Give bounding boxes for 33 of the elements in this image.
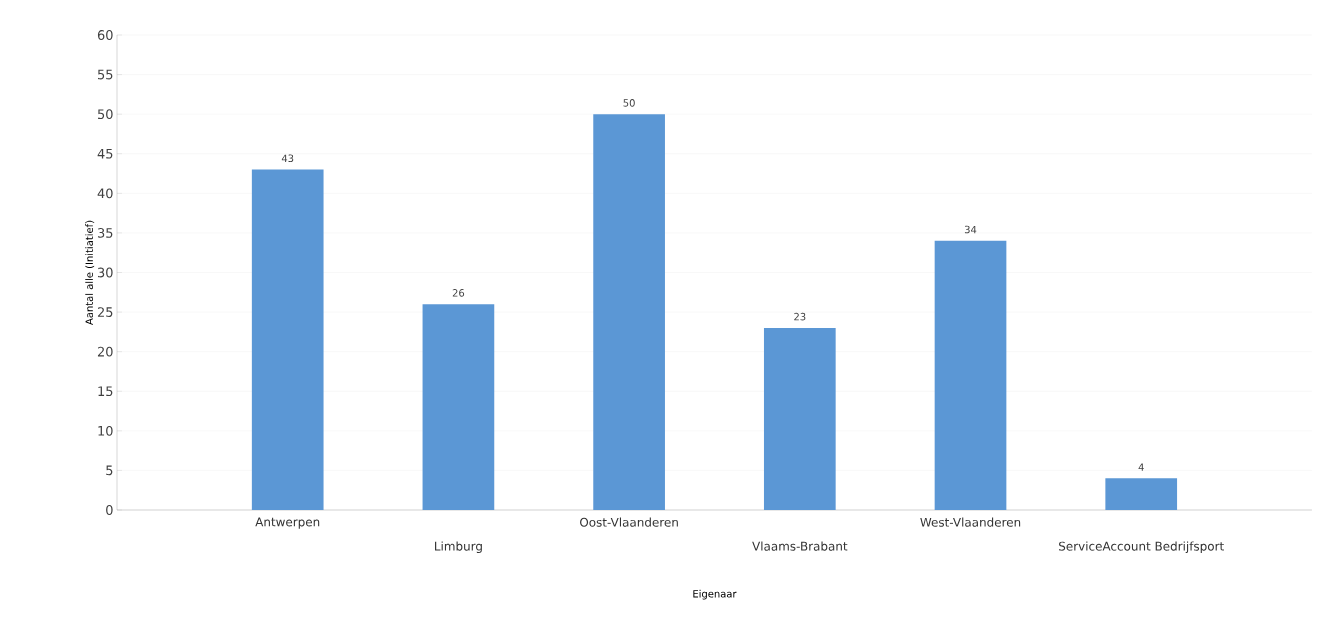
x-tick-label: Limburg bbox=[435, 541, 482, 553]
x-tick-label: ServiceAccount Bedrijfsport bbox=[1059, 541, 1224, 553]
x-tick-label: Oost-Vlaanderen bbox=[580, 517, 678, 527]
data-label: 34 bbox=[964, 225, 977, 234]
data-label: 43 bbox=[281, 154, 294, 163]
bar bbox=[1105, 478, 1178, 510]
y-tick-label: 15 bbox=[98, 386, 113, 397]
y-tick-label: 40 bbox=[97, 188, 113, 199]
y-tick-label: 20 bbox=[97, 346, 113, 357]
y-tick-label: 10 bbox=[98, 425, 113, 436]
bar bbox=[934, 240, 1007, 510]
y-tick-label: 0 bbox=[106, 505, 113, 515]
data-label: 4 bbox=[1138, 463, 1144, 471]
x-tick-label: Vlaams-Brabant bbox=[752, 541, 848, 551]
x-tick-label: Antwerpen bbox=[255, 517, 320, 529]
bar bbox=[593, 114, 665, 510]
y-tick-label: 45 bbox=[97, 148, 113, 159]
x-axis-title: Eigenaar bbox=[693, 589, 737, 600]
data-label: 23 bbox=[794, 312, 806, 321]
bar bbox=[763, 327, 836, 510]
data-label: 26 bbox=[452, 289, 465, 297]
bar bbox=[251, 169, 324, 510]
y-tick-label: 50 bbox=[98, 109, 113, 120]
y-tick-label: 55 bbox=[98, 69, 113, 80]
y-tick-label: 25 bbox=[97, 307, 113, 317]
y-axis-title: Aantal alle (Initiatief) bbox=[85, 220, 95, 325]
y-tick-label: 35 bbox=[97, 228, 113, 238]
x-tick-label: West-Vlaanderen bbox=[920, 517, 1021, 527]
y-tick-label: 60 bbox=[97, 30, 113, 40]
bar bbox=[422, 304, 495, 510]
y-tick-label: 5 bbox=[106, 465, 113, 476]
data-label: 50 bbox=[623, 99, 635, 107]
y-tick-label: 30 bbox=[97, 267, 113, 278]
